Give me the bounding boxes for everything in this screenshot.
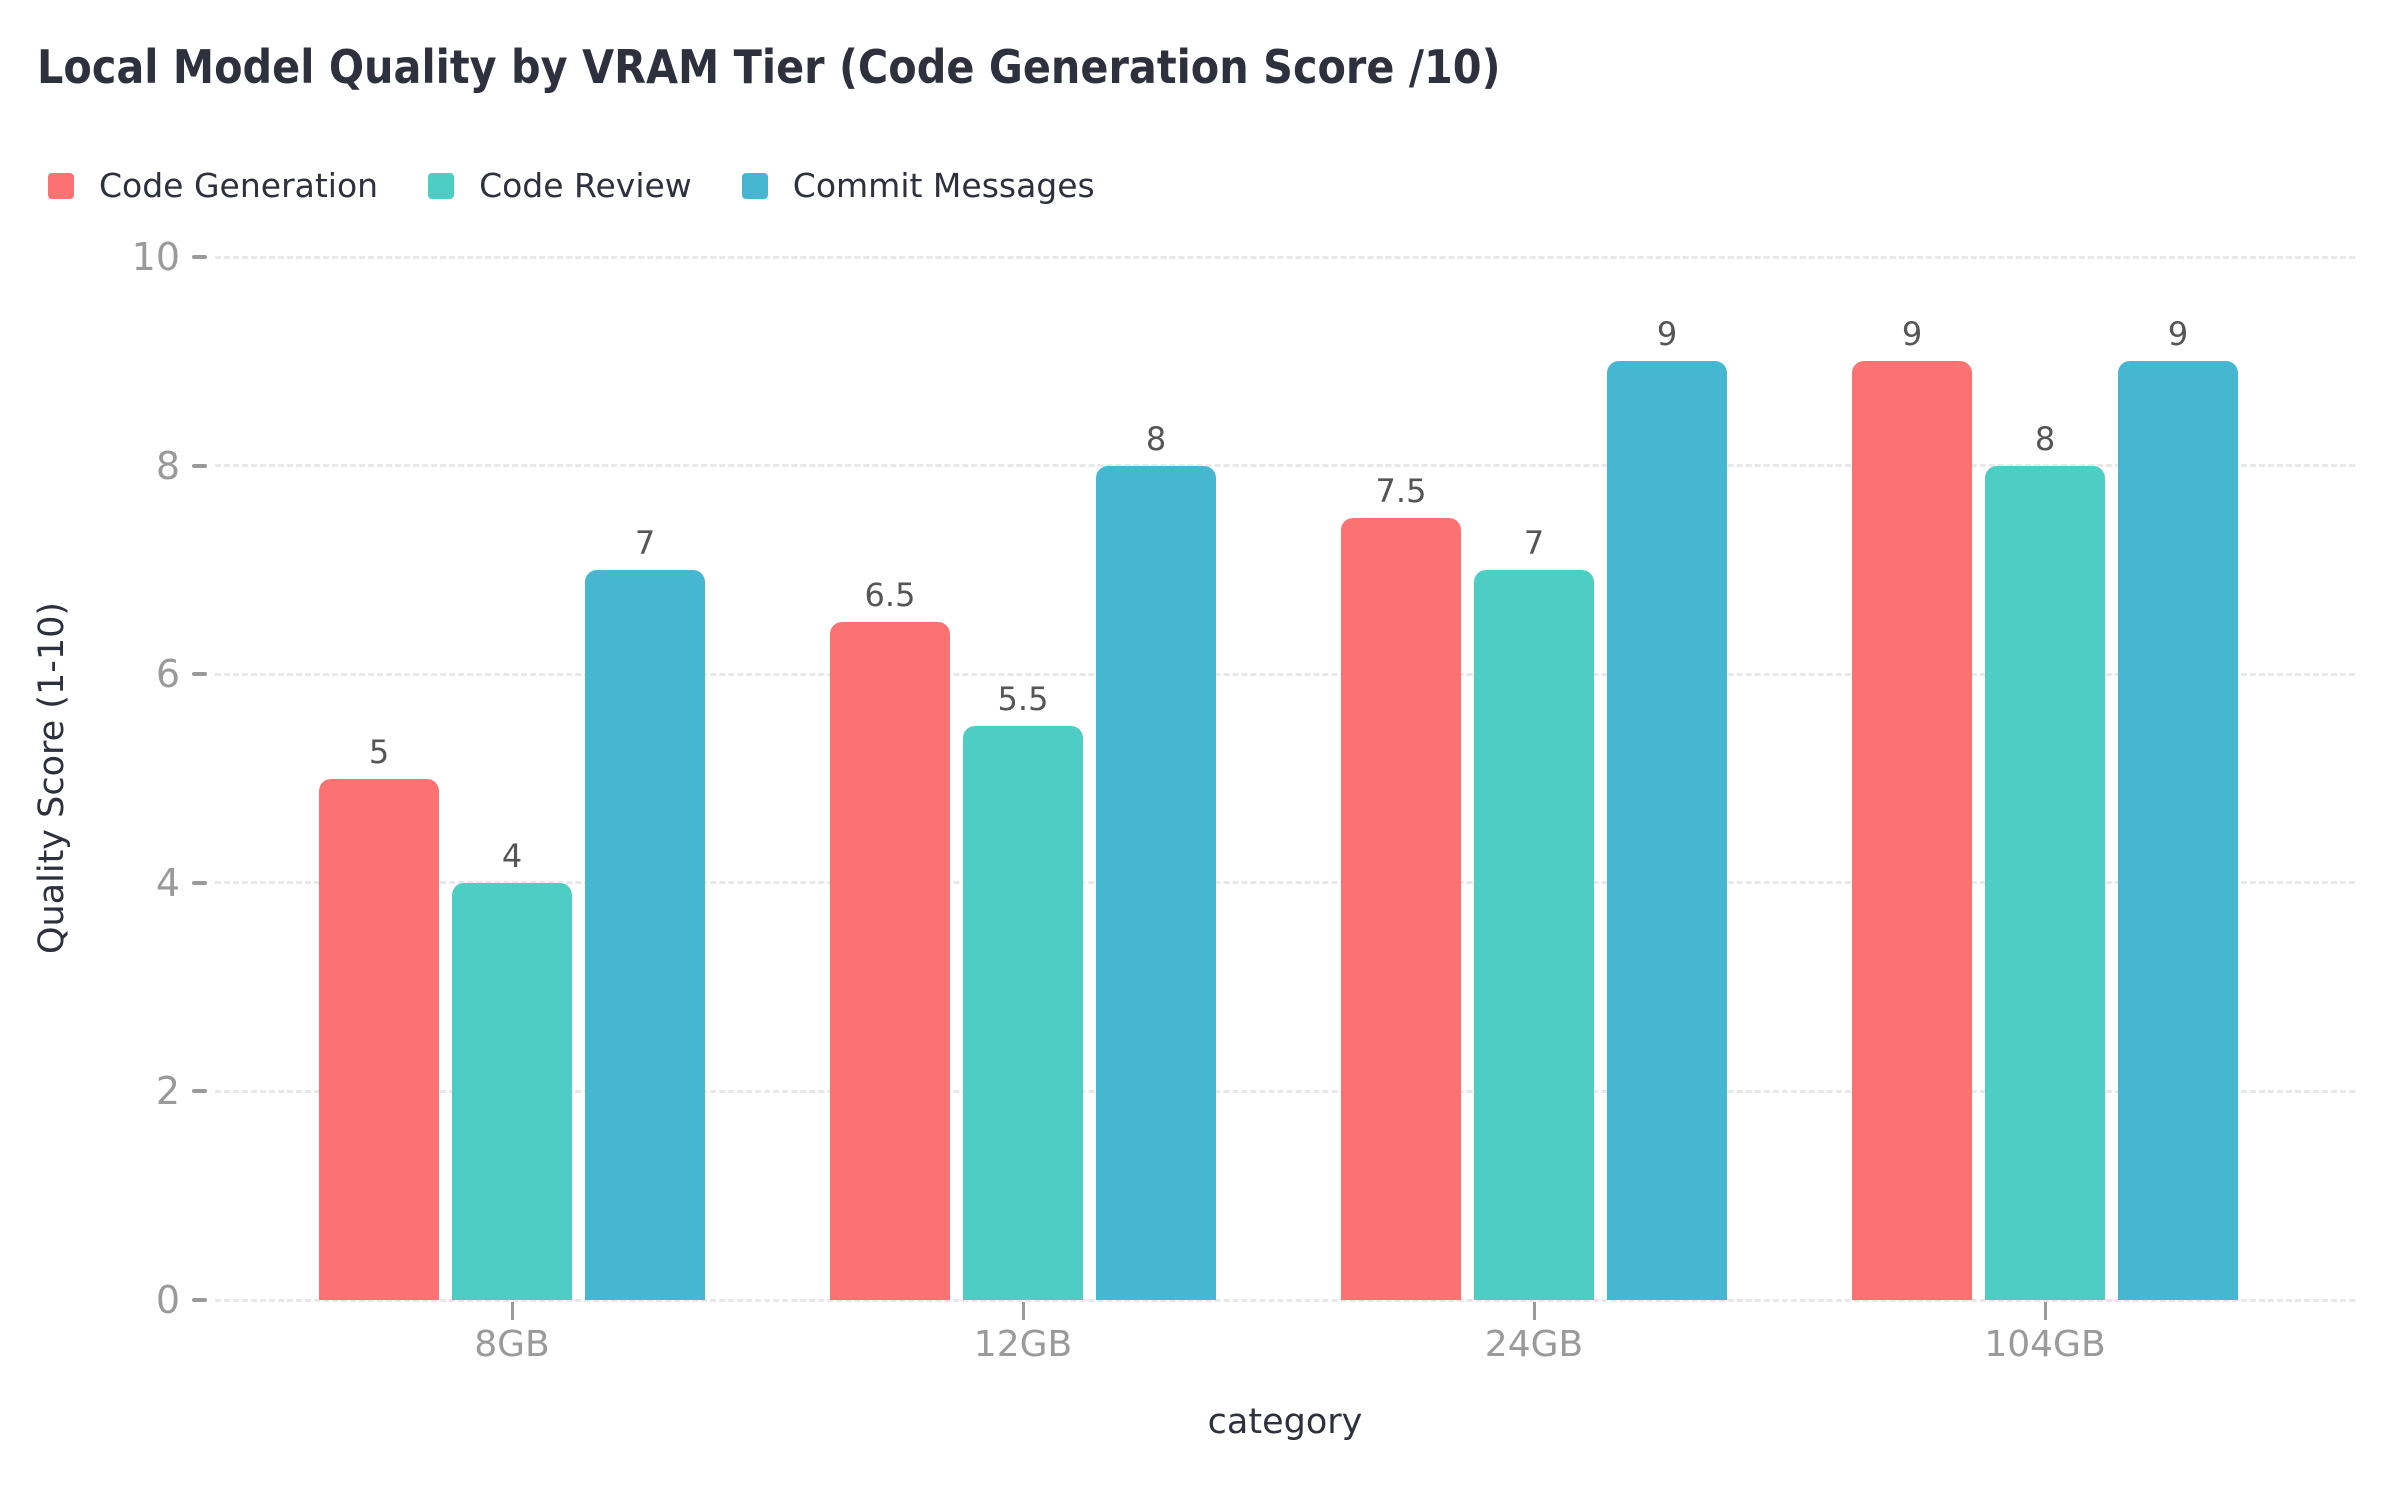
bar-code-review-12gb [963, 726, 1083, 1300]
y-tick-label: 10 [131, 235, 180, 279]
legend: Code Generation Code Review Commit Messa… [48, 166, 1095, 205]
bar-value-label: 7 [634, 523, 656, 562]
legend-marker-code-review-icon [428, 172, 455, 199]
bar-value-label: 9 [1656, 315, 1678, 354]
gridline-y-8 [215, 464, 2355, 468]
bar-code-generation-8gb [319, 778, 439, 1300]
bar-value-label: 5.5 [997, 680, 1049, 719]
plot-area: 5 4 7 6.5 5.5 8 7.5 7 9 9 8 9 [215, 255, 2355, 1302]
legend-label-code-review: Code Review [479, 166, 692, 205]
legend-label-commit-messages: Commit Messages [792, 166, 1095, 205]
y-tick-label: 4 [155, 860, 180, 905]
y-tick-mark [192, 672, 207, 677]
legend-item-code-generation: Code Generation [48, 166, 378, 205]
x-tick-mark [510, 1302, 514, 1320]
y-tick-mark [192, 1089, 207, 1094]
gridline-y-2 [215, 1089, 2355, 1093]
x-tick-label-24gb: 24GB [1484, 1324, 1584, 1365]
gridline-y-10 [215, 255, 2355, 259]
gridline-y-4 [215, 881, 2355, 885]
x-tick-label-8gb: 8GB [474, 1324, 550, 1365]
x-axis-title: category [1207, 1402, 1363, 1442]
bar-code-review-24gb [1474, 569, 1594, 1300]
y-tick-label: 6 [155, 652, 180, 697]
bar-value-label: 9 [2167, 315, 2189, 354]
bar-commit-messages-24gb [1607, 361, 1727, 1300]
gridline-y-6 [215, 672, 2355, 676]
bar-code-review-104gb [1985, 465, 2105, 1300]
bar-code-generation-12gb [830, 622, 950, 1300]
y-tick-mark [192, 255, 207, 259]
legend-item-code-review: Code Review [428, 166, 692, 205]
bar-value-label: 8 [2034, 419, 2056, 458]
bar-code-review-8gb [452, 882, 572, 1300]
y-tick-label: 8 [155, 443, 180, 488]
legend-marker-commit-messages-icon [741, 172, 768, 199]
chart-title: Local Model Quality by VRAM Tier (Code G… [37, 40, 1501, 94]
bar-value-label: 8 [1145, 419, 1167, 458]
y-tick-mark [192, 463, 207, 468]
bar-code-generation-24gb [1341, 517, 1461, 1300]
bar-commit-messages-8gb [585, 569, 705, 1300]
bar-value-label: 9 [1901, 315, 1923, 354]
y-tick-label: 2 [155, 1069, 180, 1114]
x-tick-mark [2043, 1302, 2047, 1320]
legend-marker-code-generation-icon [48, 172, 74, 199]
bar-value-label: 5 [368, 732, 390, 771]
bar-commit-messages-12gb [1096, 465, 1216, 1300]
x-tick-mark [1532, 1302, 1536, 1320]
bar-value-label: 6.5 [864, 576, 916, 615]
y-tick-label: 0 [155, 1278, 180, 1322]
bar-value-label: 7 [1523, 523, 1545, 562]
y-tick-mark [192, 880, 207, 885]
legend-item-commit-messages: Commit Messages [741, 166, 1095, 205]
gridline-y-0 [215, 1298, 2355, 1302]
x-tick-label-12gb: 12GB [973, 1324, 1073, 1365]
legend-label-code-generation: Code Generation [99, 166, 379, 205]
bar-value-label: 4 [501, 836, 523, 875]
x-tick-mark [1021, 1302, 1025, 1320]
y-tick-mark [192, 1298, 207, 1302]
x-tick-label-104gb: 104GB [1984, 1324, 2106, 1365]
bar-code-generation-104gb [1852, 361, 1972, 1300]
bar-commit-messages-104gb [2118, 361, 2238, 1300]
bar-value-label: 7.5 [1375, 471, 1427, 510]
